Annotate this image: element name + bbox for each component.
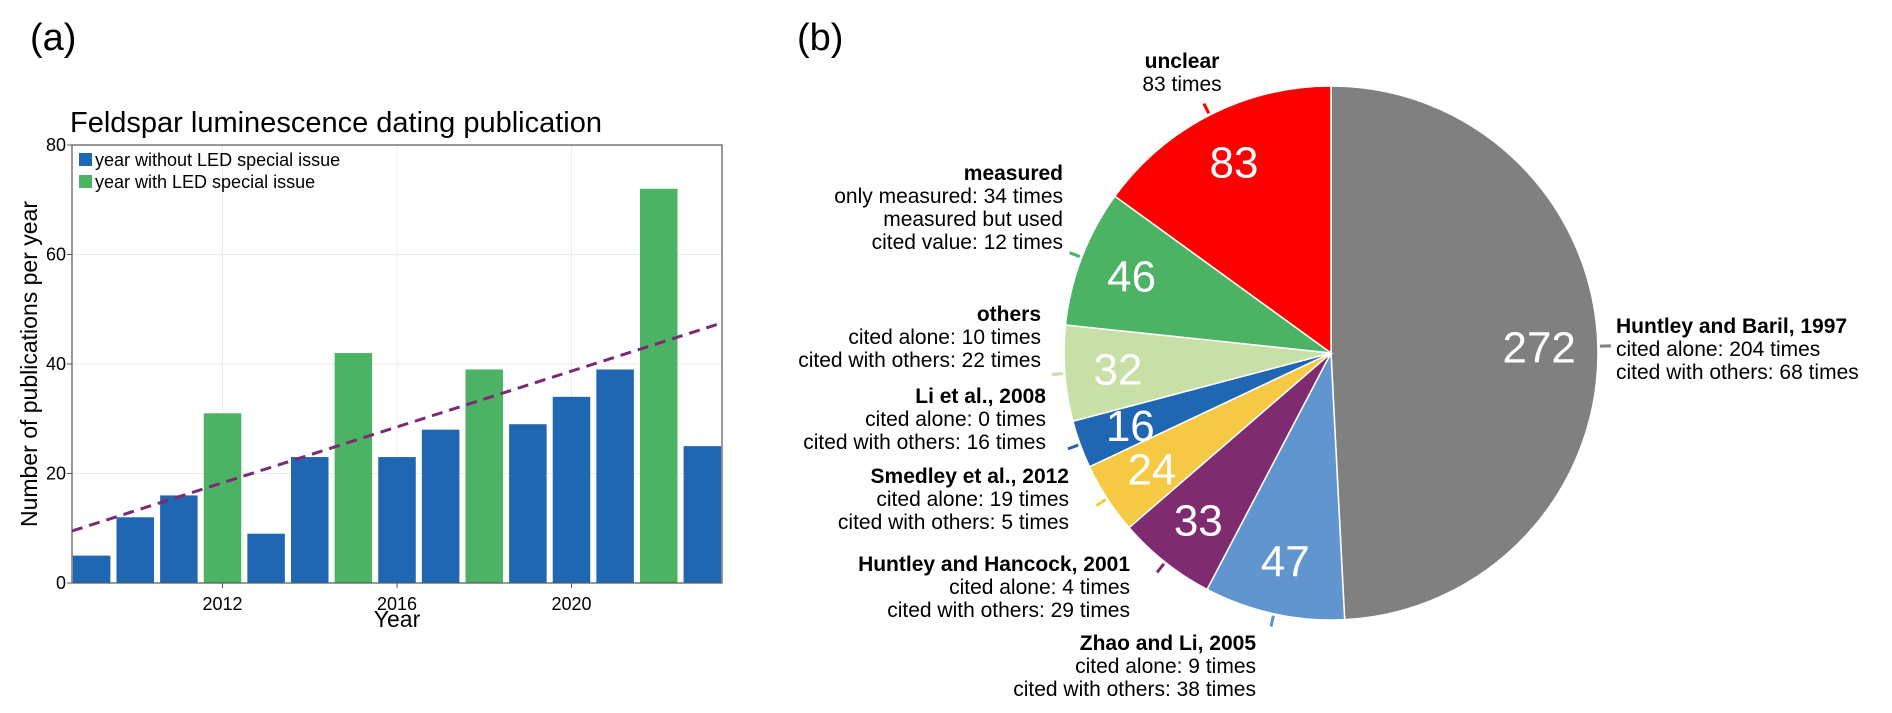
annotation-title: others <box>977 303 1041 326</box>
bar-2014 <box>290 457 329 583</box>
trendline <box>71 321 723 533</box>
bar-2020 <box>552 396 591 583</box>
x-axis-ticks: 2012 2016 2020 <box>202 583 592 614</box>
annotation-huntley-and-baril-1997: Huntley and Baril, 1997 cited alone: 204 … <box>1616 315 1859 384</box>
legend-swatch-with-led <box>79 175 92 188</box>
bar-2013 <box>247 533 285 583</box>
annotation-line: cited with others: 5 times <box>838 511 1069 534</box>
legend-label-with-led: year with LED special issue <box>95 172 315 192</box>
x-tick-2020: 2020 <box>551 594 591 614</box>
annotation-line: cited alone: 19 times <box>876 488 1069 511</box>
annotation-line: cited alone: 10 times <box>848 326 1041 349</box>
bar-2018 <box>465 369 504 583</box>
bar-2009 <box>72 555 111 583</box>
bar-chart: Feldspar luminescence dating publication… <box>16 107 723 632</box>
annotation-line: only measured: 34 times <box>834 185 1063 208</box>
annotation-title: Huntley and Baril, 1997 <box>1616 315 1847 338</box>
annotation-smedley-et-al-2012: Smedley et al., 2012 cited alone: 19 time… <box>838 465 1069 534</box>
x-axis-label: Year <box>374 606 421 632</box>
legend: year without LED special issue year with… <box>79 150 340 192</box>
y-axis-ticks: 0 20 40 60 80 <box>46 135 72 593</box>
leader-line-measured <box>1069 251 1081 259</box>
annotation-line: cited with others: 29 times <box>887 599 1130 622</box>
annotation-unclear: unclear 83 times <box>1142 50 1221 96</box>
bar-2019 <box>509 424 547 583</box>
leader-line-huntley-and-hancock-2001 <box>1155 562 1166 574</box>
annotation-line: cited with others: 16 times <box>803 431 1046 454</box>
bar-2021 <box>596 369 634 583</box>
bar-2017 <box>421 429 460 583</box>
annotation-line: cited alone: 0 times <box>865 408 1046 431</box>
x-tick-2016: 2016 <box>377 594 417 614</box>
bar-2010 <box>116 517 155 583</box>
annotation-line: measured but used <box>883 208 1063 231</box>
annotation-line: cited with others: 68 times <box>1616 361 1859 384</box>
pie-slice-measured <box>1064 195 1334 355</box>
y-axis-label: Number of publications per year <box>16 201 42 527</box>
leader-line-others <box>1051 372 1063 376</box>
x-tick-2012: 2012 <box>202 594 242 614</box>
annotation-line: 83 times <box>1142 73 1221 96</box>
leader-line-zhao-and-li-2005 <box>1269 615 1275 627</box>
bar-2015 <box>334 353 373 583</box>
annotation-title: unclear <box>1145 50 1220 73</box>
trendline-dashed <box>71 321 723 533</box>
pie-value-unclear: 83 <box>1209 139 1258 188</box>
bar-2012 <box>203 413 242 583</box>
pie-chart: 272 Huntley and Baril, 1997 cited alone: 2… <box>798 50 1859 701</box>
pie-value-smedley-et-al-2012: 24 <box>1127 445 1176 494</box>
pie-value-others: 32 <box>1094 345 1143 394</box>
y-tick-40: 40 <box>46 354 66 374</box>
leader-line-smedley-et-al-2012 <box>1095 498 1107 507</box>
annotation-line: cited with others: 22 times <box>798 349 1041 372</box>
pie-slice-unclear <box>1113 85 1332 355</box>
pie-value-huntley-and-baril-1997: 272 <box>1502 324 1575 373</box>
pie-value-measured: 46 <box>1107 252 1156 301</box>
pie-slice-zhao-and-li-2005 <box>1206 350 1346 621</box>
annotation-line: cited alone: 204 times <box>1616 338 1820 361</box>
pie-slice-huntley-and-baril-1997 <box>1330 85 1599 621</box>
y-tick-20: 20 <box>46 464 66 484</box>
leader-line-unclear <box>1202 102 1211 115</box>
annotation-line: cited with others: 38 times <box>1013 678 1256 701</box>
annotation-title: measured <box>964 162 1063 185</box>
annotation-line: cited alone: 4 times <box>949 576 1130 599</box>
annotation-title: Li et al., 2008 <box>915 385 1046 408</box>
annotation-title: Huntley and Hancock, 2001 <box>858 553 1130 576</box>
bars <box>72 188 722 584</box>
annotation-line: cited alone: 9 times <box>1075 655 1256 678</box>
pie-value-huntley-and-hancock-2001: 33 <box>1174 496 1223 545</box>
chart-title: Feldspar luminescence dating publication <box>70 107 602 139</box>
y-tick-0: 0 <box>56 573 66 593</box>
bar-2011 <box>160 495 198 583</box>
legend-label-without-led: year without LED special issue <box>95 150 340 170</box>
annotation-title: Smedley et al., 2012 <box>871 465 1069 488</box>
annotation-measured: measured only measured: 34 times measured … <box>834 162 1063 254</box>
pie-value-zhao-and-li-2005: 47 <box>1261 538 1310 587</box>
leader-line-li-et-al-2008 <box>1067 443 1079 451</box>
bar-2023 <box>683 446 722 583</box>
legend-swatch-without-led <box>79 153 92 166</box>
annotation-huntley-and-hancock-2001: Huntley and Hancock, 2001 cited alone: 4 … <box>858 553 1130 622</box>
annotation-zhao-and-li-2005: Zhao and Li, 2005 cited alone: 9 times cit… <box>1013 632 1256 701</box>
annotation-title: Zhao and Li, 2005 <box>1080 632 1257 655</box>
bar-2016 <box>378 457 416 583</box>
panel-label-a: (a) <box>30 17 76 59</box>
annotation-li-et-al-2008: Li et al., 2008 cited alone: 0 times cited… <box>803 385 1046 454</box>
y-tick-80: 80 <box>46 135 66 155</box>
bar-2022 <box>639 188 678 584</box>
y-tick-60: 60 <box>46 245 66 265</box>
panel-label-b: (b) <box>797 17 843 59</box>
annotation-others: others cited alone: 10 times cited with ot… <box>798 303 1041 372</box>
annotation-line: cited value: 12 times <box>872 231 1063 254</box>
